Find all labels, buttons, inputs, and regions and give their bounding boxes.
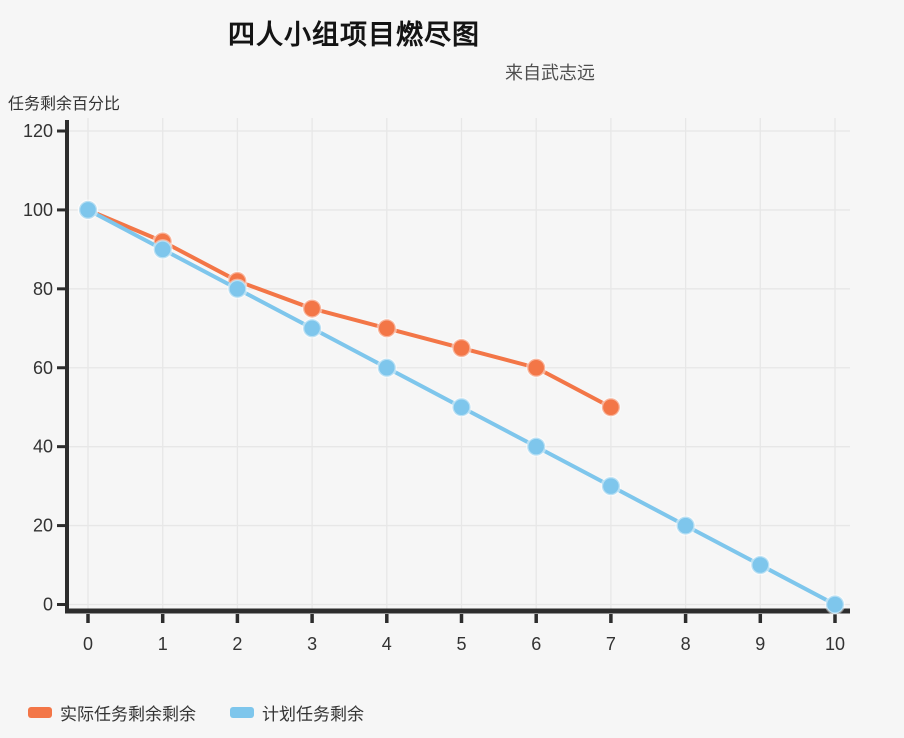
data-point-1-9[interactable] — [750, 554, 771, 576]
x-tick-label: 1 — [158, 634, 168, 654]
y-tick-label: 100 — [23, 200, 53, 220]
legend-item-actual[interactable]: 实际任务剩余剩余 — [28, 700, 196, 725]
data-point-0-5[interactable] — [451, 337, 472, 359]
data-point-1-6[interactable] — [525, 436, 547, 457]
y-axis-title: 任务剩余百分比 — [8, 96, 121, 113]
data-point-1-0[interactable] — [77, 199, 99, 221]
x-tick-label: 5 — [456, 634, 466, 654]
y-tick-label: 40 — [33, 437, 53, 457]
y-tick-label: 20 — [33, 516, 53, 536]
x-tick-label: 10 — [825, 634, 845, 654]
y-tick-label: 0 — [43, 595, 53, 615]
y-tick-label: 60 — [33, 358, 53, 378]
data-point-1-5[interactable] — [451, 396, 472, 418]
legend-item-planned[interactable]: 计划任务剩余 — [230, 700, 364, 725]
x-tick-label: 4 — [382, 634, 392, 654]
legend-label-actual: 实际任务剩余剩余 — [60, 705, 196, 724]
series-line-0 — [86, 207, 613, 410]
data-point-1-1[interactable] — [152, 239, 173, 260]
x-tick-label: 7 — [606, 634, 616, 654]
data-point-1-10[interactable] — [824, 594, 846, 615]
x-tick-label: 0 — [83, 634, 93, 654]
data-point-1-4[interactable] — [376, 357, 398, 378]
legend-swatch-actual — [28, 707, 52, 718]
legend: 实际任务剩余剩余 计划任务剩余 — [28, 700, 364, 725]
data-point-0-7[interactable] — [600, 396, 622, 418]
data-point-0-3[interactable] — [301, 298, 323, 319]
legend-swatch-planned — [230, 707, 254, 718]
chart-title: 四人小组项目燃尽图 — [228, 20, 480, 50]
x-tick-label: 3 — [307, 634, 317, 654]
data-point-1-2[interactable] — [227, 278, 248, 300]
x-tick-label: 2 — [232, 634, 242, 654]
data-point-1-7[interactable] — [600, 475, 622, 497]
chart-subtitle: 来自武志远 — [505, 63, 595, 83]
y-tick-label: 80 — [33, 279, 53, 299]
data-point-1-8[interactable] — [675, 515, 696, 536]
x-tick-label: 9 — [755, 634, 765, 654]
x-tick-label: 6 — [531, 634, 541, 654]
x-tick-label: 8 — [681, 634, 691, 654]
data-point-0-4[interactable] — [376, 318, 398, 339]
y-tick-label: 120 — [23, 121, 53, 141]
data-point-1-3[interactable] — [301, 318, 323, 339]
legend-label-planned: 计划任务剩余 — [262, 705, 364, 724]
data-point-0-6[interactable] — [525, 357, 547, 378]
